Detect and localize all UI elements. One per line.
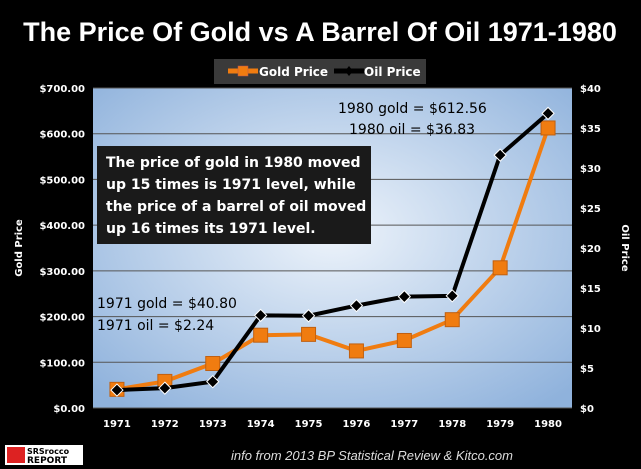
y2-tick-label: $35 xyxy=(580,124,601,135)
oil-point xyxy=(445,289,459,303)
y2-axis-label: Oil Price xyxy=(619,224,630,271)
y-tick-label: $500.00 xyxy=(39,175,85,186)
oil-point xyxy=(493,148,507,162)
svg-text:REPORT: REPORT xyxy=(27,456,68,466)
oil-point xyxy=(541,106,555,121)
x-tick-label: 1974 xyxy=(247,419,275,430)
x-tick-label: 1980 xyxy=(534,419,562,430)
legend: Gold Price Oil Price xyxy=(214,59,426,84)
series-line-oil xyxy=(116,111,550,393)
oil-point xyxy=(301,309,316,323)
oil-point xyxy=(253,308,268,323)
y-tick-label: $0.00 xyxy=(53,404,85,415)
y-tick-label: $400.00 xyxy=(39,221,85,232)
annotation-box xyxy=(97,146,371,244)
source-note: info from 2013 BP Statistical Review & K… xyxy=(231,448,513,463)
annotation-1971-oil: 1971 oil = $2.24 xyxy=(97,318,214,334)
chart-title: The Price Of Gold vs A Barrel Of Oil 197… xyxy=(23,17,617,47)
gold-point xyxy=(492,260,508,276)
legend-gold-marker xyxy=(237,65,249,77)
x-tick-label: 1972 xyxy=(151,419,179,430)
plot-area xyxy=(93,88,572,408)
gold-point xyxy=(301,326,317,342)
annotation-1980-oil: 1980 oil = $36.83 xyxy=(349,122,475,138)
y-tick-label: $200.00 xyxy=(39,313,85,324)
box-line: the price of a barrel of oil moved xyxy=(106,199,366,215)
y2-tick-label: $15 xyxy=(580,284,601,295)
y-tick-label: $600.00 xyxy=(39,130,85,141)
logo: SRSrocco REPORT xyxy=(5,445,83,466)
x-tick-label: 1978 xyxy=(438,419,466,430)
series-line-gold xyxy=(116,127,550,392)
gold-point xyxy=(396,332,412,348)
box-line: up 16 times its 1971 level. xyxy=(106,221,316,237)
gold-point xyxy=(205,356,221,372)
gold-point xyxy=(540,120,556,136)
legend-oil: Oil Price xyxy=(364,65,421,79)
y-tick-label: $100.00 xyxy=(39,358,85,369)
box-line: up 15 times is 1971 level, while xyxy=(106,177,356,193)
y2-tick-label: $20 xyxy=(580,244,601,255)
x-tick-label: 1977 xyxy=(390,419,418,430)
y2-tick-label: $30 xyxy=(580,164,601,175)
y2-tick-label: $5 xyxy=(580,364,594,375)
x-tick-label: 1971 xyxy=(103,419,131,430)
x-tick-label: 1979 xyxy=(486,419,514,430)
x-tick-label: 1976 xyxy=(343,419,371,430)
x-tick-label: 1973 xyxy=(199,419,227,430)
oil-point xyxy=(206,374,220,389)
svg-text:SRSrocco: SRSrocco xyxy=(27,447,70,456)
y2-tick-label: $25 xyxy=(580,204,601,215)
annotation-1980-gold: 1980 gold = $612.56 xyxy=(338,101,487,117)
annotation-1971-gold: 1971 gold = $40.80 xyxy=(97,296,237,312)
oil-point xyxy=(397,289,412,304)
y-tick-label: $300.00 xyxy=(39,267,85,278)
legend-oil-marker xyxy=(345,66,353,76)
gold-point xyxy=(444,312,460,328)
box-line: The price of gold in 1980 moved xyxy=(106,155,361,171)
gold-point xyxy=(348,343,364,359)
y-axis-label: Gold Price xyxy=(14,219,25,277)
y-tick-label: $700.00 xyxy=(39,84,85,95)
oil-point xyxy=(110,383,124,397)
y2-tick-label: $0 xyxy=(580,404,594,415)
x-tick-label: 1975 xyxy=(295,419,323,430)
oil-point xyxy=(349,298,364,313)
oil-point xyxy=(158,381,172,395)
y2-tick-label: $40 xyxy=(580,84,601,95)
gold-point xyxy=(253,327,269,343)
legend-gold: Gold Price xyxy=(259,65,328,79)
y2-tick-label: $10 xyxy=(580,324,601,335)
